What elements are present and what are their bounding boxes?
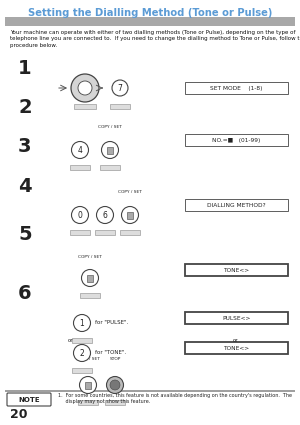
FancyBboxPatch shape: [85, 382, 91, 389]
Circle shape: [71, 142, 88, 159]
Text: COPY / SET: COPY / SET: [78, 255, 102, 259]
Text: SET MODE    (1-8): SET MODE (1-8): [210, 85, 263, 91]
Text: DIALLING METHOD?: DIALLING METHOD?: [207, 202, 266, 207]
Text: COPY / SET: COPY / SET: [118, 190, 142, 194]
Text: TONE<>: TONE<>: [224, 346, 250, 351]
FancyBboxPatch shape: [185, 134, 288, 146]
Text: Your machine can operate with either of two dialling methods (Tone or Pulse), de: Your machine can operate with either of …: [10, 30, 300, 48]
Circle shape: [110, 380, 120, 390]
FancyBboxPatch shape: [74, 104, 96, 108]
FancyBboxPatch shape: [5, 389, 295, 392]
Text: NO.=■   (01-99): NO.=■ (01-99): [212, 138, 261, 142]
Text: COPY / SET: COPY / SET: [76, 357, 100, 361]
Text: 6: 6: [103, 210, 107, 219]
FancyBboxPatch shape: [110, 104, 130, 108]
FancyBboxPatch shape: [185, 312, 288, 324]
FancyBboxPatch shape: [86, 275, 92, 282]
Text: NOTE: NOTE: [18, 397, 40, 402]
FancyBboxPatch shape: [5, 17, 295, 26]
Text: or: or: [233, 338, 239, 343]
FancyBboxPatch shape: [105, 400, 125, 405]
Text: 0: 0: [78, 210, 82, 219]
Circle shape: [71, 74, 99, 102]
Text: TONE<>: TONE<>: [224, 267, 250, 272]
Circle shape: [78, 81, 92, 95]
Circle shape: [82, 269, 98, 286]
Circle shape: [74, 345, 91, 362]
Text: 1.  For some countries, this feature is not available depending on the country's: 1. For some countries, this feature is n…: [58, 393, 292, 405]
Text: 2: 2: [18, 98, 32, 116]
FancyBboxPatch shape: [185, 199, 288, 211]
Text: 7: 7: [118, 83, 122, 93]
FancyBboxPatch shape: [185, 264, 288, 276]
Circle shape: [101, 142, 118, 159]
FancyBboxPatch shape: [72, 368, 92, 372]
FancyBboxPatch shape: [106, 147, 112, 154]
Circle shape: [112, 80, 128, 96]
FancyBboxPatch shape: [78, 400, 98, 405]
Text: 4: 4: [18, 177, 32, 196]
Text: STOP: STOP: [109, 357, 121, 361]
Circle shape: [122, 207, 139, 224]
Circle shape: [74, 314, 91, 332]
FancyBboxPatch shape: [70, 230, 90, 235]
FancyBboxPatch shape: [72, 337, 92, 343]
FancyBboxPatch shape: [100, 164, 120, 170]
FancyBboxPatch shape: [95, 230, 115, 235]
Text: Setting the Dialling Method (Tone or Pulse): Setting the Dialling Method (Tone or Pul…: [28, 8, 272, 18]
FancyBboxPatch shape: [120, 230, 140, 235]
Text: 20: 20: [10, 408, 28, 422]
Circle shape: [71, 207, 88, 224]
Text: 1: 1: [18, 59, 32, 77]
FancyBboxPatch shape: [185, 342, 288, 354]
Text: COPY / SET: COPY / SET: [98, 125, 122, 129]
Circle shape: [80, 377, 97, 394]
FancyBboxPatch shape: [185, 82, 288, 94]
FancyBboxPatch shape: [70, 164, 90, 170]
Text: for "TONE".: for "TONE".: [95, 351, 126, 355]
Circle shape: [106, 377, 124, 394]
Text: for "PULSE".: for "PULSE".: [95, 320, 128, 326]
Text: 2: 2: [80, 348, 84, 357]
Circle shape: [97, 207, 113, 224]
FancyBboxPatch shape: [127, 212, 133, 219]
Text: 5: 5: [18, 225, 32, 244]
Text: 3: 3: [18, 137, 32, 156]
Text: 1: 1: [80, 318, 84, 328]
Text: 6: 6: [18, 284, 32, 303]
Text: or: or: [68, 338, 74, 343]
FancyBboxPatch shape: [7, 393, 51, 406]
Text: 4: 4: [78, 145, 82, 155]
FancyBboxPatch shape: [80, 292, 100, 298]
Text: PULSE<>: PULSE<>: [222, 315, 251, 320]
